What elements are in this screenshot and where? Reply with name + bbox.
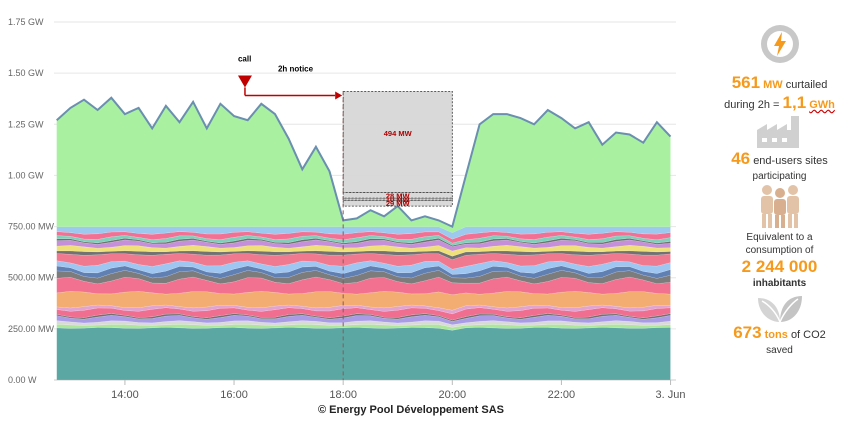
curtailed-text: curtailed: [785, 79, 828, 91]
participating-text: participating: [752, 171, 807, 182]
curtail-block-label: 494 MW: [384, 129, 413, 138]
notice-label: 2h notice: [278, 64, 314, 73]
energy-value: 1,1: [782, 93, 807, 112]
sites-line: 46 end-users sites: [700, 150, 859, 170]
area-layer: [56, 327, 671, 381]
co2-text: of CO2: [790, 329, 826, 341]
copyright-note: © Energy Pool Développement SAS: [318, 404, 504, 416]
sites-text: end-users sites: [753, 155, 828, 167]
curtailed-unit: MW: [763, 79, 783, 91]
area-layer: [56, 245, 671, 257]
x-axis-ticks: 14:00 16:00 18:00 20:00 22:00 3. Jun: [111, 380, 686, 401]
area-layer: [56, 265, 671, 279]
y-tick-label: 1.75 GW: [8, 17, 44, 27]
curtail-block: [342, 90, 453, 193]
area-layer: [56, 313, 671, 322]
x-tick-label: 3. Jun: [656, 389, 686, 401]
y-tick-label: 500.00 MW: [8, 273, 55, 283]
lightning-icon: [760, 25, 799, 63]
equivalent-line1: Equivalent to a: [746, 232, 813, 243]
stats-panel: 561 MW curtailed during 2h = 1,1 GWh 46 …: [700, 22, 859, 357]
curtail-block-label: 28 MW: [386, 191, 411, 200]
x-tick-label: 14:00: [111, 389, 139, 401]
x-tick-label: 18:00: [329, 389, 357, 401]
call-label: call: [238, 54, 251, 63]
notice-arrow-head: [335, 91, 343, 100]
during-text: during 2h =: [724, 99, 780, 111]
energy-unit: GWh: [809, 99, 835, 111]
call-marker: [237, 75, 252, 88]
area-layer: [56, 304, 671, 315]
curtail-block-label: 29 MW: [386, 199, 411, 208]
inhabitants-text: inhabitants: [752, 278, 807, 289]
equivalent-line2: consumption of: [745, 245, 814, 256]
curtail-block: [342, 199, 453, 207]
y-tick-label: 750.00 MW: [8, 222, 55, 232]
leaf-icon: [757, 296, 802, 323]
y-tick-label: 0.00 W: [8, 375, 37, 385]
y-tick-label: 1.50 GW: [8, 68, 44, 78]
co2-value: 673: [733, 323, 762, 342]
area-layers: [56, 96, 672, 381]
x-tick-label: 16:00: [220, 389, 248, 401]
sites-value: 46: [731, 149, 751, 168]
y-tick-label: 250.00 MW: [8, 324, 55, 334]
inhabitants-value: 2 244 000: [741, 257, 818, 276]
x-tick-label: 22:00: [548, 389, 576, 401]
curtailed-value: 561: [731, 73, 761, 92]
x-tick-label: 20:00: [439, 389, 467, 401]
area-layer: [56, 307, 671, 321]
y-axis-ticks: 0.00 W 250.00 MW 500.00 MW 750.00 MW 1.00 GW…: [8, 17, 55, 385]
y-tick-label: 1.00 GW: [8, 170, 44, 180]
area-layer-top: [56, 97, 671, 233]
curtailed-line: 561 MW curtailed: [700, 74, 859, 94]
curtail-block-label: 10 MW: [386, 195, 411, 204]
people-icon: [760, 185, 799, 228]
y-tick-label: 1.25 GW: [8, 119, 44, 129]
total-outline: [56, 96, 672, 229]
factory-icon: [756, 116, 799, 148]
saved-text: saved: [766, 345, 793, 356]
curtail-block: [342, 192, 453, 199]
co2-line: 673 tons of CO2: [700, 324, 859, 344]
energy-line: during 2h = 1,1 GWh: [700, 94, 859, 114]
co2-unit: tons: [764, 329, 788, 341]
